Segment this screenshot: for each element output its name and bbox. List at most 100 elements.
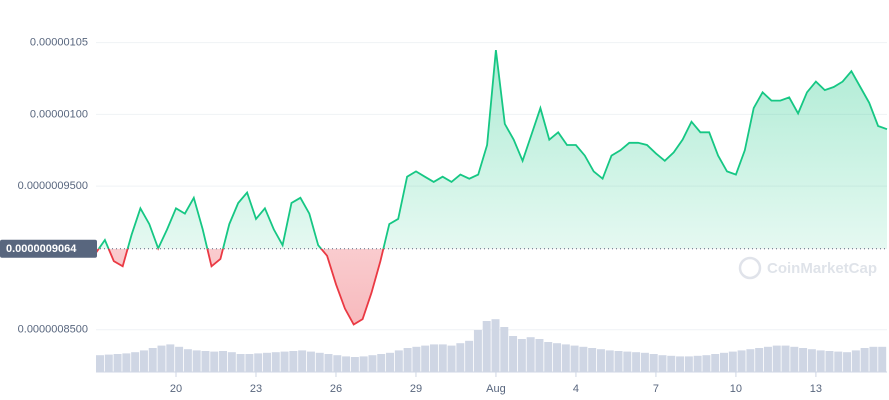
volume-bar	[298, 350, 307, 372]
volume-bar	[851, 350, 860, 372]
volume-bar	[869, 346, 878, 372]
y-tick-label: 0.00000105	[30, 36, 88, 48]
volume-bar	[183, 349, 192, 372]
volume-bar	[878, 346, 887, 372]
volume-bar	[720, 352, 728, 372]
volume-bar	[175, 346, 184, 372]
volume-bar	[509, 336, 518, 372]
volume-bar	[535, 339, 544, 372]
volume-bar	[131, 352, 140, 372]
volume-bar	[614, 351, 623, 372]
volume-bar	[588, 348, 597, 372]
watermark-text: CoinMarketCap	[767, 260, 877, 277]
watermark: CoinMarketCap	[738, 256, 877, 280]
volume-bar	[96, 355, 104, 372]
volume-bar	[113, 354, 122, 372]
x-tick-label: 23	[250, 383, 262, 395]
volume-bar	[166, 344, 175, 372]
volume-bar	[368, 355, 377, 372]
volume-bar	[728, 351, 737, 372]
volume-bar	[834, 351, 843, 372]
volume-bar	[491, 319, 500, 372]
volume-bar	[676, 356, 685, 372]
volume-bar	[280, 351, 289, 372]
volume-bar	[438, 344, 447, 372]
volume-bar	[429, 344, 438, 372]
baseline-label: 0.0000009064	[6, 243, 77, 255]
volume-bar	[596, 349, 605, 372]
x-tick-label: 13	[810, 383, 822, 395]
volume-bar	[544, 342, 553, 372]
volume-bar	[201, 351, 210, 372]
price-line	[97, 49, 888, 249]
volume-bar	[377, 354, 386, 372]
volume-bar	[790, 346, 799, 372]
volume-bar	[236, 354, 245, 372]
volume-bar	[702, 355, 711, 372]
volume-bar	[816, 350, 825, 372]
volume-bar	[579, 346, 588, 372]
volume-bar	[658, 355, 667, 372]
volume-bar	[799, 348, 808, 372]
volume-bar	[667, 355, 676, 372]
volume-bar	[781, 345, 790, 372]
volume-bar	[306, 351, 315, 372]
volume-bar	[605, 350, 614, 372]
volume-bar	[561, 344, 570, 372]
volume-bar	[262, 352, 271, 372]
volume-bar	[860, 348, 869, 372]
volume-bar	[526, 337, 535, 372]
volume-bar	[412, 346, 421, 372]
volume-bar	[245, 354, 254, 372]
x-tick-label: 29	[410, 383, 422, 395]
volume-bar	[737, 350, 746, 372]
volume-bar	[500, 327, 509, 372]
volume-bar	[315, 352, 324, 372]
volume-bar	[210, 351, 219, 372]
volume-bar	[772, 345, 781, 372]
volume-bar	[623, 351, 632, 372]
volume-bar	[684, 356, 693, 372]
volume-bar	[324, 354, 333, 372]
volume-bar	[227, 352, 236, 372]
volume-bar	[553, 343, 562, 372]
volume-bar	[755, 348, 764, 372]
x-tick-label: 26	[330, 383, 342, 395]
y-tick-label: 0.0000009500	[18, 180, 88, 192]
x-tick-label: 4	[573, 383, 579, 395]
volume-bar	[122, 353, 131, 372]
volume-bar	[632, 352, 641, 372]
area-above	[98, 50, 887, 249]
baseline-badge	[0, 239, 97, 258]
volume-bar	[350, 357, 359, 372]
volume-bar	[359, 356, 368, 372]
volume-bar	[746, 349, 755, 372]
volume-bar	[386, 352, 395, 372]
volume-bar	[482, 321, 491, 372]
volume-bar	[763, 346, 772, 372]
volume-bar	[465, 340, 474, 372]
volume-bar	[640, 352, 649, 372]
volume-bar	[104, 354, 113, 372]
y-tick-label: 0.0000008500	[18, 324, 88, 336]
volume-bar	[421, 345, 430, 372]
volume-bar	[649, 354, 658, 372]
volume-bar	[693, 355, 702, 372]
volume-bar	[403, 348, 412, 372]
volume-bar	[447, 345, 456, 372]
y-tick-label: 0.00000100	[30, 108, 88, 120]
volume-bar	[254, 353, 263, 372]
volume-bar	[394, 350, 403, 372]
volume-bar	[289, 351, 298, 372]
volume-bar	[148, 348, 157, 372]
volume-bar	[456, 343, 465, 372]
volume-bar	[807, 349, 816, 372]
x-tick-label: 20	[170, 383, 182, 395]
volume-bar	[342, 356, 351, 372]
volume-bar	[139, 350, 148, 372]
volume-bar	[157, 345, 166, 372]
volume-bar	[843, 352, 852, 372]
x-tick-label: 7	[653, 383, 659, 395]
volume-bar	[825, 351, 834, 372]
